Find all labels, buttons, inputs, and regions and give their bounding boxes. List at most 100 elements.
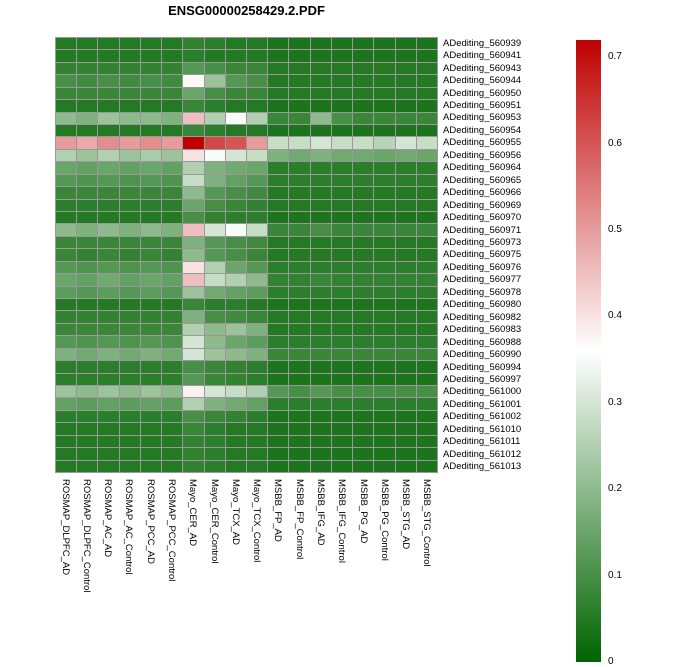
heatmap-cell xyxy=(289,448,310,460)
heatmap-cell xyxy=(416,162,437,174)
heatmap-cell xyxy=(183,323,204,336)
row-label: ADediting_560971 xyxy=(443,224,522,236)
heatmap-cell xyxy=(183,286,204,298)
heatmap-cell xyxy=(289,435,310,448)
heatmap-cell xyxy=(183,38,204,50)
heatmap-cell xyxy=(98,137,119,149)
heatmap-cell xyxy=(374,199,395,211)
heatmap-cell xyxy=(56,149,77,162)
heatmap-cell xyxy=(353,323,374,336)
heatmap-cell xyxy=(246,336,268,348)
heatmap-cell xyxy=(56,361,77,373)
heatmap-cell xyxy=(56,336,77,348)
heatmap-cell xyxy=(246,435,268,448)
heatmap-cell xyxy=(416,261,437,274)
heatmap-cell xyxy=(395,162,416,174)
heatmap-cell xyxy=(246,38,268,50)
heatmap-cell xyxy=(395,199,416,211)
heatmap-cell xyxy=(162,286,183,298)
heatmap-cell xyxy=(77,460,98,472)
heatmap-cell xyxy=(374,286,395,298)
heatmap-cell xyxy=(119,286,140,298)
heatmap-cell xyxy=(268,361,289,373)
heatmap-cell xyxy=(353,460,374,472)
heatmap-cell xyxy=(395,435,416,448)
heatmap-cell xyxy=(56,75,77,87)
heatmap-cell xyxy=(310,199,331,211)
heatmap-cell xyxy=(140,311,162,323)
heatmap-cell xyxy=(331,236,353,249)
heatmap-cell xyxy=(353,410,374,423)
heatmap-cell xyxy=(353,348,374,361)
heatmap-cell xyxy=(246,410,268,423)
heatmap-cell xyxy=(98,361,119,373)
heatmap-cell xyxy=(204,87,225,100)
heatmap-cell xyxy=(204,174,225,187)
heatmap-cell xyxy=(98,199,119,211)
heatmap-cell xyxy=(140,423,162,435)
heatmap-cell xyxy=(416,311,437,323)
heatmap-cell xyxy=(268,410,289,423)
heatmap-cell xyxy=(353,336,374,348)
heatmap-cell xyxy=(119,398,140,410)
heatmap-cell xyxy=(56,423,77,435)
heatmap-cell xyxy=(353,199,374,211)
heatmap-cell xyxy=(353,174,374,187)
heatmap-cell xyxy=(416,274,437,286)
heatmap-cell xyxy=(225,199,246,211)
heatmap-cell xyxy=(395,174,416,187)
heatmap-cell xyxy=(140,274,162,286)
heatmap-cell xyxy=(204,361,225,373)
heatmap-cell xyxy=(183,187,204,199)
heatmap-cell xyxy=(77,373,98,385)
heatmap-cell xyxy=(268,75,289,87)
heatmap-cell xyxy=(374,274,395,286)
heatmap-cell xyxy=(56,50,77,62)
heatmap-cell xyxy=(289,75,310,87)
heatmap-cell xyxy=(77,112,98,124)
heatmap-cell xyxy=(183,75,204,87)
heatmap-cell xyxy=(289,274,310,286)
heatmap-cell xyxy=(225,236,246,249)
heatmap-cell xyxy=(289,299,310,311)
heatmap-cell xyxy=(225,38,246,50)
heatmap-cell xyxy=(395,323,416,336)
heatmap-cell xyxy=(119,323,140,336)
heatmap-cell xyxy=(98,386,119,398)
heatmap-cell xyxy=(98,299,119,311)
heatmap-cell xyxy=(140,75,162,87)
heatmap-cell xyxy=(225,149,246,162)
heatmap-cell xyxy=(374,410,395,423)
row-label: ADediting_560941 xyxy=(443,50,522,62)
heatmap-cell xyxy=(162,299,183,311)
column-label: Mayo_TCX_AD xyxy=(229,479,241,545)
heatmap-cell xyxy=(353,149,374,162)
heatmap-cell xyxy=(246,261,268,274)
heatmap-cell xyxy=(289,199,310,211)
heatmap-cell xyxy=(56,311,77,323)
heatmap-cell xyxy=(331,373,353,385)
heatmap-cell xyxy=(183,448,204,460)
heatmap-cell xyxy=(77,249,98,261)
heatmap-cell xyxy=(183,361,204,373)
heatmap-cell xyxy=(56,38,77,50)
heatmap-cell xyxy=(289,100,310,112)
column-label: ROSMAP_DLPFC_Control xyxy=(80,479,92,593)
heatmap-cell xyxy=(395,311,416,323)
column-label: ROSMAP_AC_AD xyxy=(102,479,114,558)
legend-tick-label: 0.4 xyxy=(608,310,622,322)
heatmap-cell xyxy=(119,125,140,137)
heatmap-cell xyxy=(331,448,353,460)
heatmap-cell xyxy=(416,224,437,236)
heatmap-cell xyxy=(119,100,140,112)
heatmap-cell xyxy=(310,125,331,137)
heatmap-cell xyxy=(268,112,289,124)
heatmap-cell xyxy=(183,199,204,211)
row-label: ADediting_560980 xyxy=(443,299,522,311)
heatmap-cell xyxy=(204,162,225,174)
heatmap-cell xyxy=(140,162,162,174)
heatmap-cell xyxy=(204,410,225,423)
heatmap-cell xyxy=(204,212,225,224)
heatmap-cell xyxy=(289,460,310,472)
heatmap-cell xyxy=(416,112,437,124)
